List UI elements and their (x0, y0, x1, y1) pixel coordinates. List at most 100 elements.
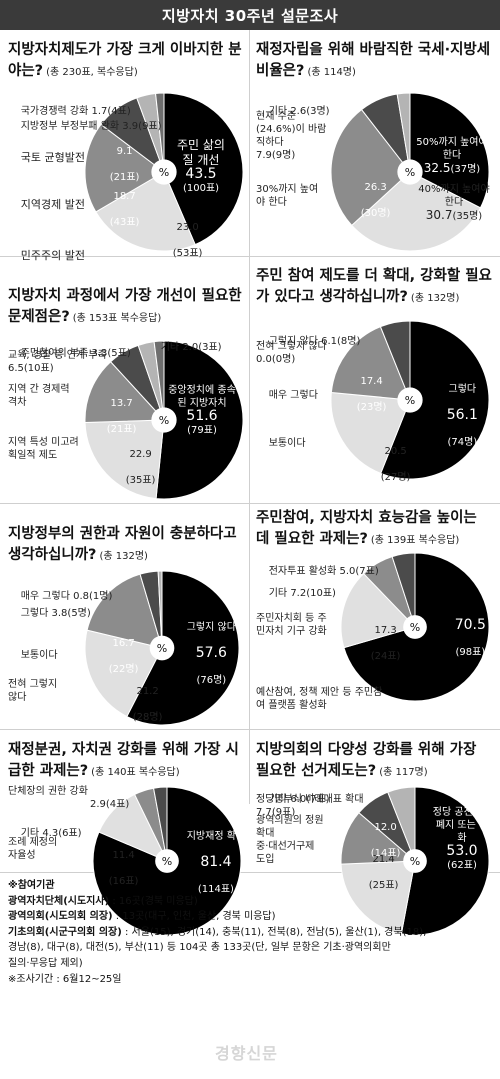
pie-chart: % (340, 786, 490, 936)
footer-line-3: 경남(8), 대구(8), 대전(5), 부산(11) 등 104곳 총 133… (8, 940, 494, 956)
slice-value: 51.6 (186, 408, 218, 424)
question-text: 지방자치 과정에서 가장 개선이 필요한 문제점은? (총 153표 복수응답) (8, 286, 244, 329)
slice-label-4: 매우 그렇다 0.8(1명) (8, 577, 113, 616)
slice-name: 정당명부식 비례대표 확대 (256, 794, 364, 805)
slice-label-2: 보통이다 (8, 636, 58, 675)
slice-value: 26.3 (364, 182, 387, 193)
footer-line-2: 기초의회(시군구의회 의장) : 서울(15), 경기(14), 충북(11),… (8, 925, 494, 941)
slice-value-1: 21.4 (25표) (356, 840, 399, 905)
slice-value: 53.0 (446, 843, 478, 859)
slice-value: 3.9 (122, 121, 139, 132)
slice-value: 6.5 (8, 363, 24, 374)
footer-line-body: 경남(8), 대구(8), 대전(5), 부산(11) 등 104곳 총 133… (8, 942, 391, 954)
slice-count: (9명) (271, 150, 296, 161)
slice-count: (74명) (447, 437, 478, 448)
slice-value: 4.3 (42, 828, 59, 839)
survey-panel-resident-participation: 주민 참여 제도를 더 확대, 강화할 필요가 있다고 생각하십니까? (총 13… (256, 266, 492, 498)
footer-notes: ※참여기관 광역자치단체(시도지사) : 16곳(경북 미응답) 광역의회(시도… (8, 878, 494, 987)
slice-value-1: 21.2 (28명) (120, 672, 163, 737)
question-text: 지방자치제도가 가장 크게 이바지한 분야는? (총 230표, 복수응답) (8, 40, 244, 83)
slice-value-2: 13.7 (21표) (94, 384, 137, 449)
slice-label-2: 지역경제 발전 (8, 185, 85, 225)
slice-value: 32.5 (423, 161, 451, 175)
slice-count: (0명) (271, 354, 296, 365)
slice-count: (23명) (356, 402, 387, 413)
survey-panel-local-authority: 지방정부의 권한과 자원이 충분하다고 생각하십니까? (총 132명) % 그렇… (8, 524, 244, 726)
slice-value: 0.8 (73, 591, 89, 602)
slice-count: (5명) (67, 608, 91, 619)
pie-slice-2 (86, 573, 163, 649)
slice-label-3: 현재 수준(24.6%)이 바람직하다 7.9(9명) (256, 110, 328, 162)
footer-line-body: ※조사기간 : 6월12~25일 (8, 973, 122, 985)
slice-value: 70.5 (454, 617, 486, 633)
pie-chart: % (340, 552, 490, 702)
slice-name: 그렇다 (448, 384, 477, 395)
footer-line-head: 광역의회(시도의회 의장) (8, 911, 113, 923)
slice-count: (9표) (271, 807, 296, 818)
slice-count: (5표) (107, 348, 131, 359)
slice-name: 기타 (20, 828, 40, 839)
slice-name: 지역 간 경제력 격차 (8, 384, 70, 408)
pie-slice-0 (380, 320, 490, 480)
pie-chart: % (330, 320, 490, 480)
slice-name: 지역경제 발전 (20, 198, 85, 211)
survey-panel-tax-ratio: 재정자립을 위해 바람직한 국세·지방세 비율은? (총 114명) % 50%까… (256, 40, 492, 252)
slice-value: 22.9 (129, 449, 152, 460)
slice-label-0: 정당 공천제의 폐지 또는 완화 53.0 (62표) (432, 806, 492, 872)
question-text: 주민참여, 지방자치 효능감을 높이는 데 필요한 과제는? (총 139표 복수… (256, 508, 492, 551)
slice-name: 광역의원의 정원 확대 (256, 815, 324, 839)
slice-label-4: 그렇지 않다 6.1(8명) (256, 322, 361, 361)
question-note: (총 140표 복수응답) (91, 767, 180, 778)
slice-value: 2.6 (290, 106, 307, 117)
slice-label-0: 그렇지 않다 57.6 (76명) (174, 608, 236, 700)
slice-value-1: 20.5 (27명) (368, 432, 411, 497)
slice-name: 예산참여, 정책 제안 등 주민참여 플랫폼 활성화 (256, 687, 383, 711)
slice-value-2: 16.7 (22명) (96, 624, 139, 689)
question-note: (총 132명) (410, 293, 460, 304)
slice-value: 17.3 (374, 625, 397, 636)
slice-name: 조례 제정의 자율성 (8, 837, 58, 861)
slice-value: 7.9 (256, 150, 272, 161)
slice-count: (35명) (452, 211, 483, 222)
footer-line-body: : 16곳(경북 미응답) (109, 895, 198, 907)
slice-label-1: 민주주의 발전 (8, 236, 85, 276)
slice-name: 매우 그렇다 (20, 591, 70, 602)
slice-count: (3표) (198, 342, 222, 353)
slice-label-3: 단체장의 권한 강화 2.9(4표) (8, 785, 138, 811)
slice-name: 지역 특성 미고려 획일적 제도 (8, 437, 79, 461)
slice-name: 매우 그렇다 (268, 390, 318, 401)
footer-line-0: 광역자치단체(시도지사) : 16곳(경북 미응답) (8, 894, 494, 910)
slice-name: 30%까지 높여야 한다 (256, 184, 319, 208)
slice-count: (27명) (380, 472, 411, 483)
footer-line-head: 광역자치단체(시도지사) (8, 895, 110, 907)
pie-chart: % (330, 92, 490, 252)
survey-panel-problems: 지방자치 과정에서 가장 개선이 필요한 문제점은? (총 153표 복수응답) … (8, 286, 244, 500)
pie-slice-0 (409, 92, 490, 209)
slice-value: 16.7 (112, 638, 135, 649)
slice-value: 6.1 (321, 336, 337, 347)
pie-center-hole (155, 849, 179, 873)
pie-slice-2 (330, 326, 411, 401)
footer-line-4: 질의·무응답 제외) (8, 956, 494, 972)
slice-value: 3.3 (91, 348, 108, 359)
survey-panel-fiscal-decentralization: 재정분권, 자치권 강화를 위해 가장 시급한 과제는? (총 140표 복수응답… (8, 740, 245, 936)
slice-value: 9.1 (116, 146, 133, 157)
question-text-content: 주민참여, 지방자치 효능감을 높이는 데 필요한 과제는? (256, 510, 477, 547)
pie-slice-1 (84, 629, 163, 718)
row-divider-4 (0, 872, 500, 873)
slice-count: (3명) (306, 106, 330, 117)
slice-value-1: 17.3 (24표) (358, 611, 401, 676)
slice-name: 그렇지 않다 (186, 622, 236, 633)
slice-name: 전자투표 활성화 (268, 566, 337, 577)
pie-center-label: % (162, 855, 172, 868)
slice-count: (43표) (109, 217, 140, 228)
slice-label-0: 지방재정 확충 81.4 (114표) (174, 817, 245, 909)
banner-title: 지방자치 30주년 설문조사 (0, 0, 500, 30)
slice-name: 기타 (268, 588, 288, 599)
pie-center-hole (403, 615, 427, 639)
slice-label-1: 전혀 그렇지 않다 (8, 678, 64, 704)
pie-slice-5 (153, 340, 165, 421)
slice-label-1: 지역 특성 미고려 획일적 제도 (8, 436, 88, 462)
pie-center-label: % (405, 166, 415, 179)
pie-slice-0 (400, 786, 490, 936)
